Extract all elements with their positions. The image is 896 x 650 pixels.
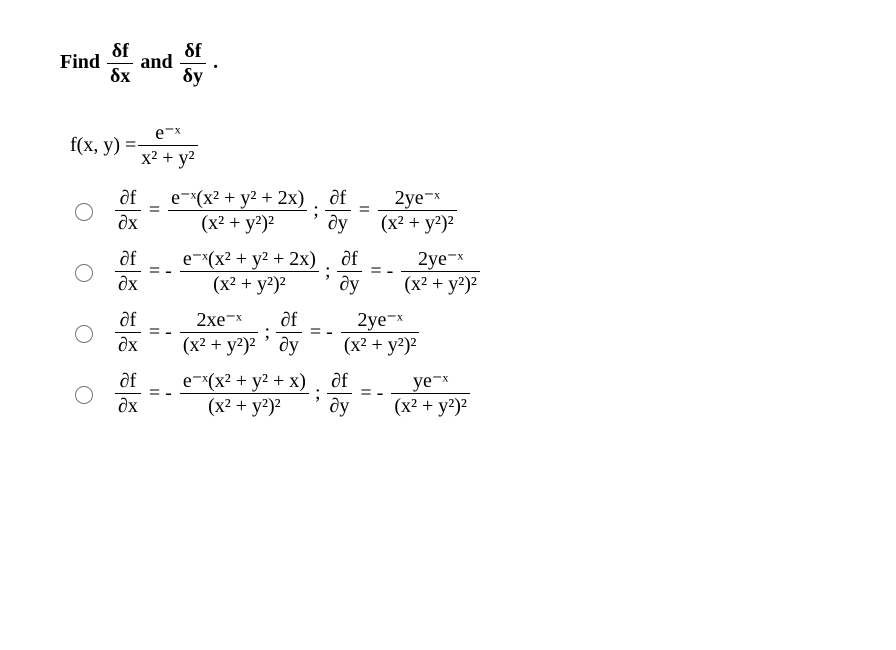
option-math: ∂f∂x= -2xe⁻ˣ(x² + y²)²;∂f∂y= -2ye⁻ˣ(x² +… xyxy=(113,309,421,356)
option-radio[interactable] xyxy=(75,386,93,404)
frac-den: δy xyxy=(180,64,206,87)
dfdx-rhs: 2xe⁻ˣ(x² + y²)² xyxy=(180,309,259,356)
equals-sign: = - xyxy=(310,321,333,344)
dfdx-lhs: ∂f∂x xyxy=(115,248,141,295)
frac-den: ∂y xyxy=(276,333,302,356)
fn-rhs-frac: e⁻ˣ x² + y² xyxy=(138,122,197,169)
frac-den: (x² + y²)² xyxy=(168,211,307,234)
dfdx-rhs: e⁻ˣ(x² + y² + x)(x² + y²)² xyxy=(180,370,309,417)
dfdx-lhs: ∂f∂x xyxy=(115,309,141,356)
dfdy-rhs: 2ye⁻ˣ(x² + y²)² xyxy=(341,309,420,356)
frac-num: ∂f xyxy=(325,187,351,211)
dfdx-rhs: e⁻ˣ(x² + y² + 2x)(x² + y²)² xyxy=(180,248,319,295)
frac-num: ∂f xyxy=(276,309,302,333)
equals-sign: = xyxy=(359,199,370,222)
question-prompt: Find δf δx and δf δy . xyxy=(60,40,836,87)
frac-num: δf xyxy=(180,40,206,64)
frac-den: ∂x xyxy=(115,394,141,417)
dfdy-lhs: ∂f∂y xyxy=(337,248,363,295)
frac-num: ∂f xyxy=(115,248,141,272)
option-radio[interactable] xyxy=(75,203,93,221)
separator-semicolon: ; xyxy=(315,382,321,405)
frac-den: (x² + y²)² xyxy=(391,394,470,417)
frac-num: ye⁻ˣ xyxy=(391,370,470,394)
frac-num: 2ye⁻ˣ xyxy=(341,309,420,333)
frac-num: 2xe⁻ˣ xyxy=(180,309,259,333)
equals-sign: = xyxy=(149,199,160,222)
option-math: ∂f∂x=e⁻ˣ(x² + y² + 2x)(x² + y²)²;∂f∂y=2y… xyxy=(113,187,459,234)
dfdx-lhs: ∂f∂x xyxy=(115,187,141,234)
frac-den: ∂x xyxy=(115,272,141,295)
answer-option: ∂f∂x= -2xe⁻ˣ(x² + y²)²;∂f∂y= -2ye⁻ˣ(x² +… xyxy=(70,309,836,356)
frac-num: δf xyxy=(107,40,133,64)
frac-num: ∂f xyxy=(115,370,141,394)
dfdy-lhs: ∂f∂y xyxy=(327,370,353,417)
dfdy-rhs: 2ye⁻ˣ(x² + y²)² xyxy=(401,248,480,295)
frac-num: e⁻ˣ xyxy=(138,122,197,146)
frac-den: ∂y xyxy=(325,211,351,234)
frac-num: 2ye⁻ˣ xyxy=(401,248,480,272)
equals-sign: = - xyxy=(370,260,393,283)
fn-lhs: f(x, y) = xyxy=(70,134,136,157)
frac-den: δx xyxy=(107,64,133,87)
dfdy-lhs: ∂f∂y xyxy=(276,309,302,356)
separator-semicolon: ; xyxy=(313,199,319,222)
equals-sign: = - xyxy=(360,382,383,405)
prompt-post: . xyxy=(213,51,218,73)
separator-semicolon: ; xyxy=(325,260,331,283)
answer-option: ∂f∂x= -e⁻ˣ(x² + y² + 2x)(x² + y²)²;∂f∂y=… xyxy=(70,248,836,295)
equals-sign: = - xyxy=(149,382,172,405)
equals-sign: = - xyxy=(149,260,172,283)
option-radio[interactable] xyxy=(75,264,93,282)
frac-den: ∂x xyxy=(115,211,141,234)
answer-option: ∂f∂x= -e⁻ˣ(x² + y² + x)(x² + y²)²;∂f∂y= … xyxy=(70,370,836,417)
dfdy-lhs: ∂f∂y xyxy=(325,187,351,234)
frac-num: ∂f xyxy=(327,370,353,394)
frac-num: e⁻ˣ(x² + y² + 2x) xyxy=(180,248,319,272)
dfdy-rhs: 2ye⁻ˣ(x² + y²)² xyxy=(378,187,457,234)
frac-den: (x² + y²)² xyxy=(180,272,319,295)
frac-den: ∂y xyxy=(327,394,353,417)
dfdy-rhs: ye⁻ˣ(x² + y²)² xyxy=(391,370,470,417)
frac-den: (x² + y²)² xyxy=(180,394,309,417)
frac-num: ∂f xyxy=(115,187,141,211)
frac-den: (x² + y²)² xyxy=(341,333,420,356)
prompt-pre: Find xyxy=(60,51,100,73)
prompt-frac-dfdx: δf δx xyxy=(107,40,133,87)
frac-den: ∂x xyxy=(115,333,141,356)
equals-sign: = - xyxy=(149,321,172,344)
option-math: ∂f∂x= -e⁻ˣ(x² + y² + 2x)(x² + y²)²;∂f∂y=… xyxy=(113,248,482,295)
frac-num: e⁻ˣ(x² + y² + 2x) xyxy=(168,187,307,211)
frac-den: (x² + y²)² xyxy=(180,333,259,356)
separator-semicolon: ; xyxy=(264,321,270,344)
option-radio[interactable] xyxy=(75,325,93,343)
frac-den: x² + y² xyxy=(138,146,197,169)
dfdx-rhs: e⁻ˣ(x² + y² + 2x)(x² + y²)² xyxy=(168,187,307,234)
frac-num: ∂f xyxy=(337,248,363,272)
answer-options: ∂f∂x=e⁻ˣ(x² + y² + 2x)(x² + y²)²;∂f∂y=2y… xyxy=(70,187,836,417)
function-definition: f(x, y) = e⁻ˣ x² + y² xyxy=(70,122,836,169)
prompt-mid: and xyxy=(140,51,172,73)
answer-option: ∂f∂x=e⁻ˣ(x² + y² + 2x)(x² + y²)²;∂f∂y=2y… xyxy=(70,187,836,234)
dfdx-lhs: ∂f∂x xyxy=(115,370,141,417)
frac-num: ∂f xyxy=(115,309,141,333)
frac-num: 2ye⁻ˣ xyxy=(378,187,457,211)
prompt-frac-dfdy: δf δy xyxy=(180,40,206,87)
frac-den: (x² + y²)² xyxy=(401,272,480,295)
frac-num: e⁻ˣ(x² + y² + x) xyxy=(180,370,309,394)
option-math: ∂f∂x= -e⁻ˣ(x² + y² + x)(x² + y²)²;∂f∂y= … xyxy=(113,370,472,417)
frac-den: (x² + y²)² xyxy=(378,211,457,234)
frac-den: ∂y xyxy=(337,272,363,295)
